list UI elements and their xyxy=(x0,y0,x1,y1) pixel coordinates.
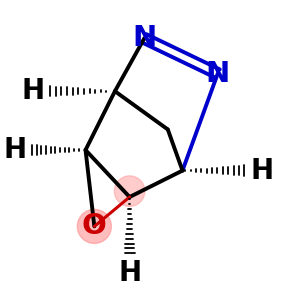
Text: H: H xyxy=(4,136,27,164)
Text: O: O xyxy=(82,212,107,240)
Circle shape xyxy=(77,209,111,243)
Circle shape xyxy=(114,176,145,206)
Text: N: N xyxy=(132,24,156,52)
Text: H: H xyxy=(250,157,273,184)
Text: N: N xyxy=(206,60,230,88)
Text: H: H xyxy=(21,77,44,105)
Text: H: H xyxy=(118,259,141,287)
